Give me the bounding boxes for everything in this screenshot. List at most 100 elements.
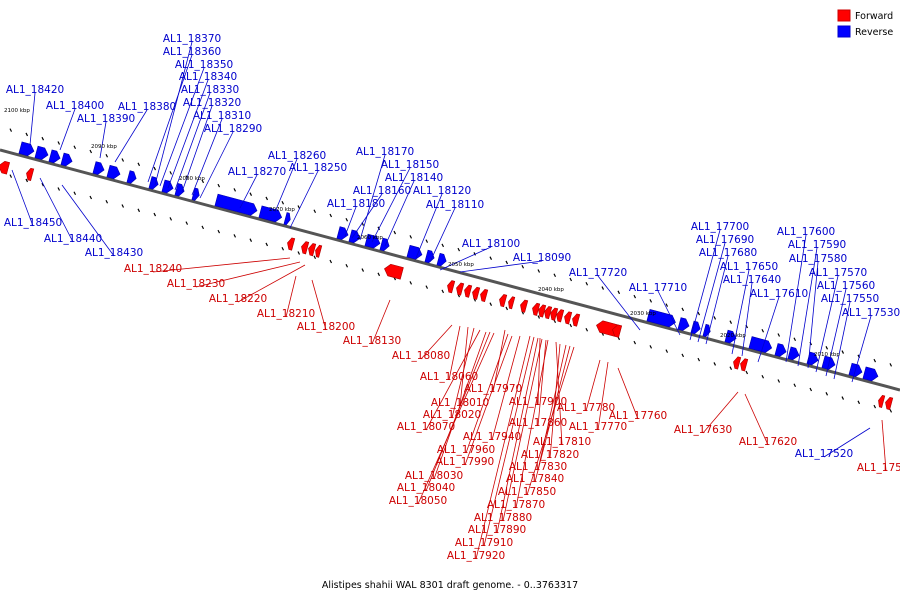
reverse-gene — [60, 152, 73, 167]
scale-dash — [777, 379, 781, 383]
forward-gene-label: AL1_17900 — [509, 396, 567, 408]
scale-dash — [169, 217, 173, 221]
reverse-gene — [724, 329, 737, 344]
leader-line — [429, 207, 456, 263]
reverse-gene-label: AL1_17710 — [629, 282, 687, 294]
forward-gene-label: AL1_18020 — [423, 409, 481, 421]
scale-dash — [409, 235, 413, 239]
leader-line — [359, 154, 386, 241]
scale-dash — [745, 370, 749, 375]
forward-gene-label: AL1_17870 — [487, 499, 545, 511]
leader-line — [174, 92, 211, 191]
scale-dash — [137, 162, 141, 167]
scale-dash — [489, 302, 493, 306]
gene-glyphs — [0, 141, 894, 411]
leader-line — [689, 229, 721, 341]
scale-dash — [569, 323, 573, 328]
leader-line — [785, 234, 807, 363]
scale-dash — [265, 242, 269, 247]
leader-line — [159, 67, 205, 187]
scale-dash — [345, 218, 349, 222]
reverse-gene — [748, 336, 773, 353]
reverse-gene — [336, 226, 349, 240]
leader-line — [496, 337, 539, 534]
forward-gene-label: AL1_17990 — [436, 456, 494, 468]
scale-dash — [681, 353, 685, 358]
reverse-gene — [161, 179, 174, 194]
forward-gene — [0, 160, 11, 175]
scale-dash — [105, 200, 109, 204]
scale-dash — [9, 128, 13, 132]
reverse-gene-label: AL1_18140 — [385, 172, 443, 184]
reverse-gene-label: AL1_17690 — [696, 234, 754, 246]
leader-line — [415, 193, 443, 259]
reverse-gene-label: AL1_18370 — [163, 33, 221, 45]
leader-line — [448, 325, 461, 381]
scale-dash — [201, 179, 205, 184]
scale-dash — [313, 255, 317, 260]
reverse-gene — [148, 176, 159, 190]
legend-reverse-label: Reverse — [855, 27, 893, 38]
forward-gene — [572, 313, 581, 327]
leader-line — [744, 393, 769, 446]
scale-dash — [713, 316, 717, 320]
leader-line — [351, 193, 383, 239]
reverse-gene — [348, 229, 361, 244]
reverse-gene — [424, 249, 435, 264]
forward-gene-label: AL1_17910 — [455, 537, 513, 549]
leader-line — [823, 427, 871, 458]
tick-label: 2090 kbp — [91, 144, 117, 150]
scale-dash — [777, 333, 781, 337]
leader-line — [152, 257, 291, 273]
leader-line — [371, 167, 411, 243]
reverse-gene-label: AL1_17610 — [750, 288, 808, 300]
reverse-gene — [774, 343, 787, 357]
forward-gene — [550, 307, 559, 321]
scale-dash — [569, 277, 573, 282]
scale-dash — [553, 273, 557, 278]
reverse-gene — [690, 320, 701, 335]
reverse-gene-label: AL1_17550 — [821, 293, 879, 305]
scale-dash — [361, 268, 365, 272]
leader-line — [289, 170, 319, 229]
leader-line — [417, 332, 495, 505]
scale-dash — [889, 409, 893, 413]
reverse-gene-label: AL1_18440 — [44, 233, 102, 245]
leader-line — [526, 346, 575, 496]
leader-line — [191, 118, 223, 196]
leader-line — [147, 54, 193, 183]
leader-line — [425, 331, 491, 492]
scale-dash — [377, 272, 381, 277]
reverse-gene-label: AL1_18350 — [175, 59, 233, 71]
reverse-gene — [677, 317, 690, 331]
leader-line — [384, 180, 415, 247]
legend-reverse-swatch — [837, 25, 851, 38]
forward-gene — [447, 280, 456, 294]
leader-line — [502, 338, 543, 522]
scale-dash — [345, 264, 349, 268]
reverse-gene-label: AL1_18450 — [4, 217, 62, 229]
forward-gene — [596, 320, 618, 337]
genome-caption: Alistipes shahii WAL 8301 draft genome. … — [322, 580, 578, 591]
scale-dash — [585, 328, 589, 332]
forward-gene-label: AL1_17970 — [464, 383, 522, 395]
scale-dash — [105, 154, 109, 158]
leader-line — [167, 79, 209, 189]
leader-line — [585, 359, 601, 412]
reverse-gene-label: AL1_18330 — [181, 84, 239, 96]
leader-line — [311, 279, 327, 331]
scale-dash — [233, 234, 237, 238]
scale-dash — [281, 246, 285, 251]
reverse-gene — [646, 308, 676, 328]
scale-dash — [185, 221, 189, 225]
scale-dash — [41, 182, 45, 187]
leader-line — [199, 131, 234, 199]
leader-line — [99, 121, 107, 159]
forward-gene-label: AL1_18040 — [397, 482, 455, 494]
scale-dash — [89, 149, 93, 154]
reverse-gene-label: AL1_18150 — [381, 159, 439, 171]
reverse-gene — [862, 366, 879, 382]
scale-dash — [857, 400, 861, 405]
forward-gene-label: AL1_18210 — [257, 308, 315, 320]
reverse-gene-label: AL1_18250 — [289, 162, 347, 174]
